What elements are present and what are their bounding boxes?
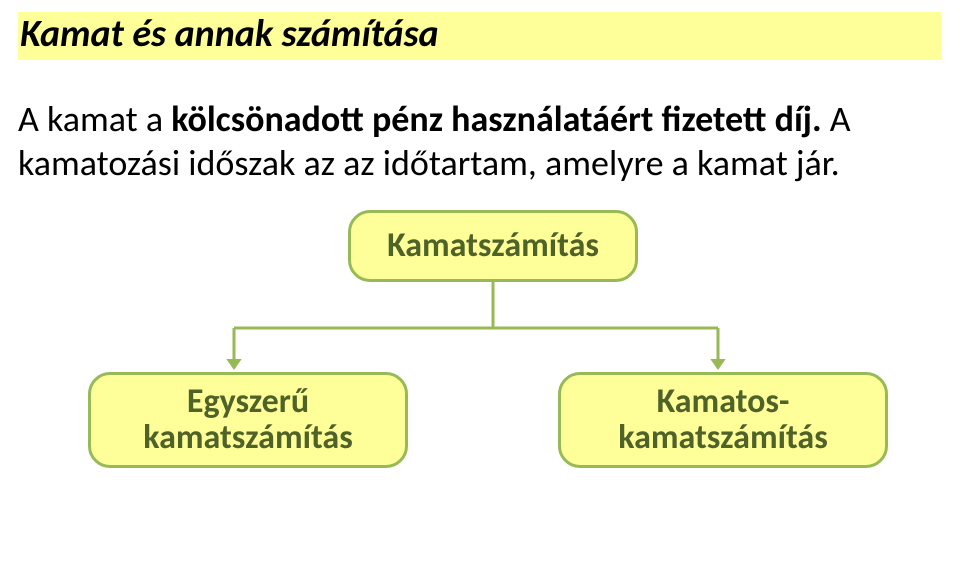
body-pre: A kamat a	[18, 97, 171, 141]
flow-node-root: Kamatszámítás	[348, 210, 638, 282]
flowchart: Kamatszámítás Egyszerűkamatszámítás Kama…	[18, 210, 942, 470]
flow-node-right: Kamatos-kamatszámítás	[558, 372, 888, 468]
flow-node-left-label: Egyszerűkamatszámítás	[143, 384, 353, 455]
flow-node-root-label: Kamatszámítás	[387, 228, 599, 264]
slide-title: Kamat és annak számítása	[18, 12, 941, 60]
body-paragraph: A kamat a kölcsönadott pénz használatáér…	[18, 98, 938, 186]
flow-node-left: Egyszerűkamatszámítás	[88, 372, 408, 468]
body-bold: kölcsönadott pénz használatáért fizetett…	[171, 97, 821, 141]
flow-node-right-label: Kamatos-kamatszámítás	[618, 384, 828, 455]
